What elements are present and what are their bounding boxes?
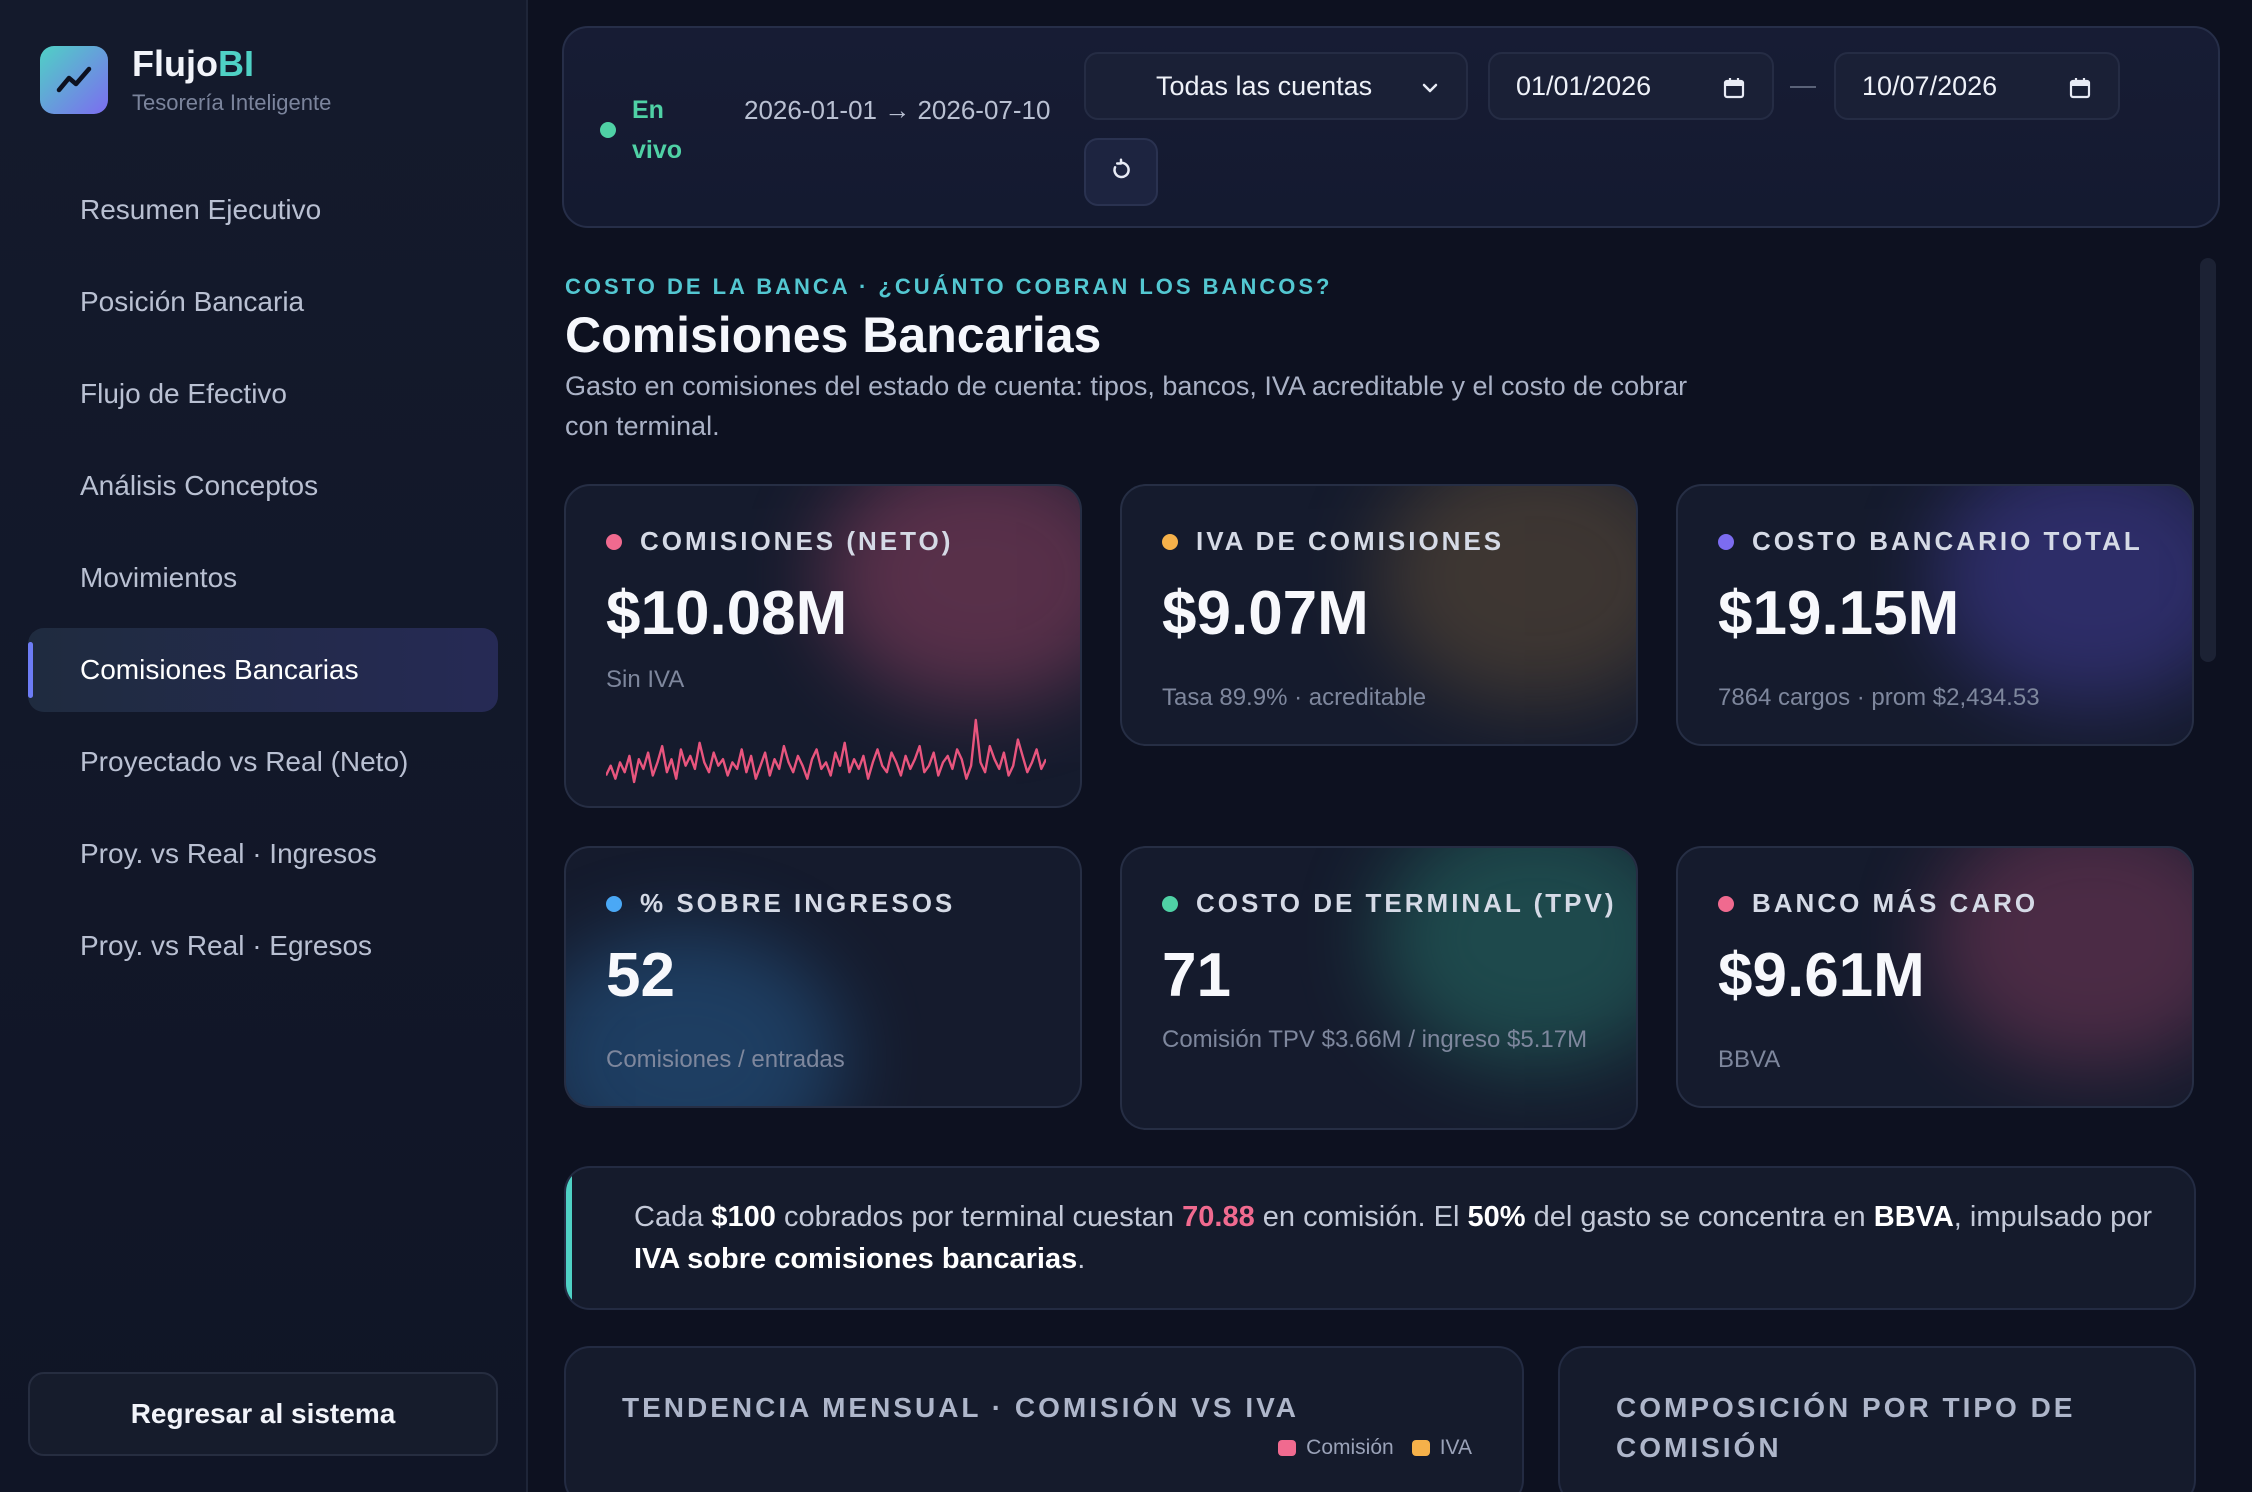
kpi-label: COMISIONES (NETO)	[606, 526, 953, 557]
panel-title: COMPOSICIÓN POR TIPO DE COMISIÓN	[1616, 1392, 2076, 1463]
sidebar-item-proy-vs-real-egresos[interactable]: Proy. vs Real · Egresos	[80, 930, 373, 961]
kpi-value: $19.15M	[1718, 579, 1960, 648]
kpi-value: $10.08M	[606, 579, 848, 648]
kpi-card-costo-terminal: COSTO DE TERMINAL (TPV) 71 Comisión TPV …	[1120, 846, 1638, 1130]
refresh-button[interactable]	[1084, 138, 1158, 206]
date-from-value: 01/01/2026	[1516, 70, 1652, 101]
live-indicator: En vivo	[600, 90, 712, 170]
sidebar-item-proyectado-vs-real-neto[interactable]: Proyectado vs Real (Neto)	[80, 746, 409, 777]
date-range-text: 2026-01-01 → 2026-07-10	[744, 95, 1051, 125]
live-label: En vivo	[632, 96, 683, 164]
sparkline-line	[606, 718, 1046, 784]
date-separator	[1790, 86, 1816, 88]
sidebar-item-posicion-bancaria[interactable]: Posición Bancaria	[80, 286, 305, 317]
sidebar-item-movimientos[interactable]: Movimientos	[80, 562, 238, 593]
sidebar-item-resumen-ejecutivo[interactable]: Resumen Ejecutivo	[80, 194, 322, 225]
sidebar-item-proy-vs-real-ingresos[interactable]: Proy. vs Real · Ingresos	[80, 838, 377, 869]
kpi-value: $9.07M	[1162, 579, 1369, 648]
kpi-value: $9.61M	[1718, 941, 1925, 1010]
back-to-system-button[interactable]: Regresar al sistema	[28, 1372, 498, 1456]
panel-composicion-tipo: COMPOSICIÓN POR TIPO DE COMISIÓN	[1558, 1346, 2196, 1492]
date-to-value: 10/07/2026	[1862, 70, 1998, 101]
insight-callout: Cada $100 cobrados por terminal cuestan …	[564, 1166, 2196, 1310]
kpi-subtext: Sin IVA	[606, 666, 685, 693]
kpi-value: 52	[606, 941, 675, 1010]
sidebar-nav: Resumen Ejecutivo Posición Bancaria Fluj…	[28, 168, 498, 996]
legend-item-iva[interactable]: IVA	[1411, 1436, 1472, 1460]
brand-name: FlujoBI	[132, 43, 254, 84]
kpi-subtext: Tasa 89.9% · acreditable	[1162, 684, 1427, 711]
scrollbar[interactable]	[2200, 258, 2216, 662]
filter-bar: En vivo 2026-01-01 → 2026-07-10 Todas la…	[562, 26, 2220, 228]
panel-tendencia-mensual: TENDENCIA MENSUAL · COMISIÓN VS IVA Comi…	[564, 1346, 1524, 1492]
account-select-value: Todas las cuentas	[1156, 70, 1373, 101]
page-title: Comisiones Bancarias	[565, 307, 1102, 363]
kpi-subtext: 7864 cargos · prom $2,434.53	[1718, 684, 2040, 711]
date-from-input[interactable]: 01/01/2026	[1488, 52, 1774, 120]
legend-item-comision[interactable]: Comisión	[1278, 1436, 1394, 1460]
kpi-subtext: BBVA	[1718, 1046, 1781, 1073]
panel-title: TENDENCIA MENSUAL · COMISIÓN VS IVA	[622, 1392, 1299, 1423]
date-to-input[interactable]: 10/07/2026	[1834, 52, 2120, 120]
brand-subtitle: Tesorería Inteligente	[132, 89, 332, 115]
sidebar-item-flujo-efectivo[interactable]: Flujo de Efectivo	[80, 378, 287, 409]
sidebar-item-analisis-conceptos[interactable]: Análisis Conceptos	[80, 470, 319, 501]
chart-legend: Comisión IVA	[1260, 1436, 1472, 1460]
chevron-down-icon	[1418, 76, 1442, 107]
account-select[interactable]: Todas las cuentas	[1084, 52, 1468, 120]
commission-sparkline	[606, 718, 1046, 784]
kpi-card-costo-bancario-total: COSTO BANCARIO TOTAL $19.15M 7864 cargos…	[1676, 484, 2194, 746]
trend-chart-icon	[40, 45, 108, 114]
kpi-card-iva-comisiones: IVA DE COMISIONES $9.07M Tasa 89.9% · ac…	[1120, 484, 1638, 746]
kpi-subtext: Comisiones / entradas	[606, 1046, 845, 1073]
calendar-icon[interactable]	[1722, 76, 1746, 107]
insight-text: Cada $100 cobrados por terminal cuestan …	[634, 1201, 2153, 1275]
kpi-card-banco-mas-caro: BANCO MÁS CARO $9.61M BBVA	[1676, 846, 2194, 1108]
kpi-label: COSTO DE TERMINAL (TPV)	[1162, 888, 1617, 919]
kpi-subtext: Comisión TPV $3.66M / ingreso $5.17M	[1162, 1026, 1588, 1053]
page-description: Gasto en comisiones del estado de cuenta…	[565, 371, 1688, 441]
sidebar: FlujoBI Tesorería Inteligente Resumen Ej…	[0, 0, 528, 1492]
live-status-dot	[600, 122, 616, 138]
refresh-icon	[1108, 157, 1134, 188]
kpi-label: IVA DE COMISIONES	[1162, 526, 1504, 557]
page-kicker: COSTO DE LA BANCA · ¿CUÁNTO COBRAN LOS B…	[565, 274, 1333, 299]
kpi-label: BANCO MÁS CARO	[1718, 888, 2038, 919]
brand[interactable]: FlujoBI Tesorería Inteligente	[40, 44, 331, 116]
kpi-card-comisiones-neto: COMISIONES (NETO) $10.08M Sin IVA	[564, 484, 1082, 808]
kpi-label: % SOBRE INGRESOS	[606, 888, 955, 919]
kpi-label: COSTO BANCARIO TOTAL	[1718, 526, 2143, 557]
calendar-icon[interactable]	[2068, 76, 2092, 107]
kpi-card-porcentaje-ingresos: % SOBRE INGRESOS 52 Comisiones / entrada…	[564, 846, 1082, 1108]
sidebar-item-comisiones-bancarias[interactable]: Comisiones Bancarias	[28, 628, 498, 712]
kpi-value: 71	[1162, 941, 1231, 1010]
